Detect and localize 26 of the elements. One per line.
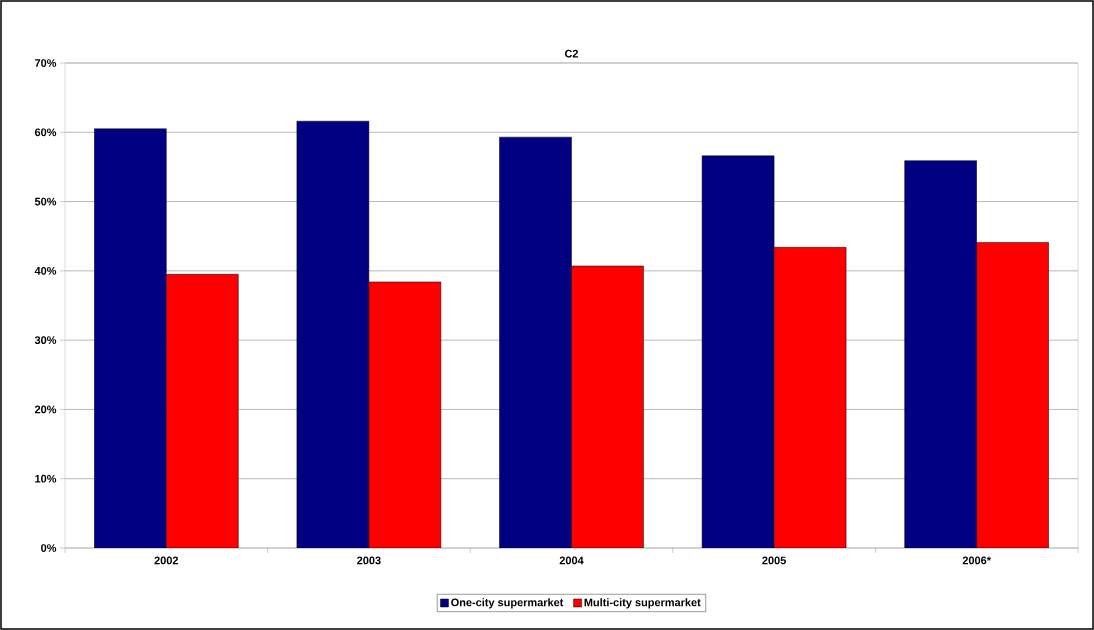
y-tick-label: 20% [34,405,57,414]
bar [166,274,239,548]
bar [701,155,775,548]
x-tick-label: 2002 [154,556,179,565]
y-tick-label: 60% [34,128,57,137]
legend-label: Multi-city supermarket [584,598,701,609]
x-tick-label: 2006* [962,556,991,565]
y-tick-label: 50% [34,197,57,206]
y-tick-label: 0% [41,544,57,552]
x-tick-label: 2003 [357,556,381,565]
y-tick-label: 10% [35,474,57,483]
bar [904,160,977,548]
legend-label: One-city supermarket [451,598,564,609]
bar [571,265,644,548]
y-tick-label: 40% [34,266,57,275]
x-tick-label: 2004 [559,556,584,565]
y-tick-label: 30% [34,336,57,345]
y-tick-label: 70% [35,59,57,67]
bar [499,136,572,548]
bar [773,247,847,548]
bar [296,120,370,548]
bar [94,128,167,548]
chart-title: C2 [564,49,579,58]
x-tick-label: 2005 [762,556,786,565]
bar [368,281,442,548]
bar [976,242,1049,548]
